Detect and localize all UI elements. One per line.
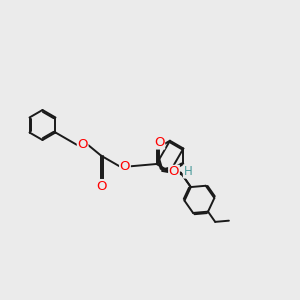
Text: O: O [120, 160, 130, 173]
Text: H: H [183, 165, 192, 178]
Text: O: O [154, 136, 165, 149]
Text: O: O [77, 139, 88, 152]
Text: O: O [169, 165, 179, 178]
Text: O: O [96, 180, 106, 193]
